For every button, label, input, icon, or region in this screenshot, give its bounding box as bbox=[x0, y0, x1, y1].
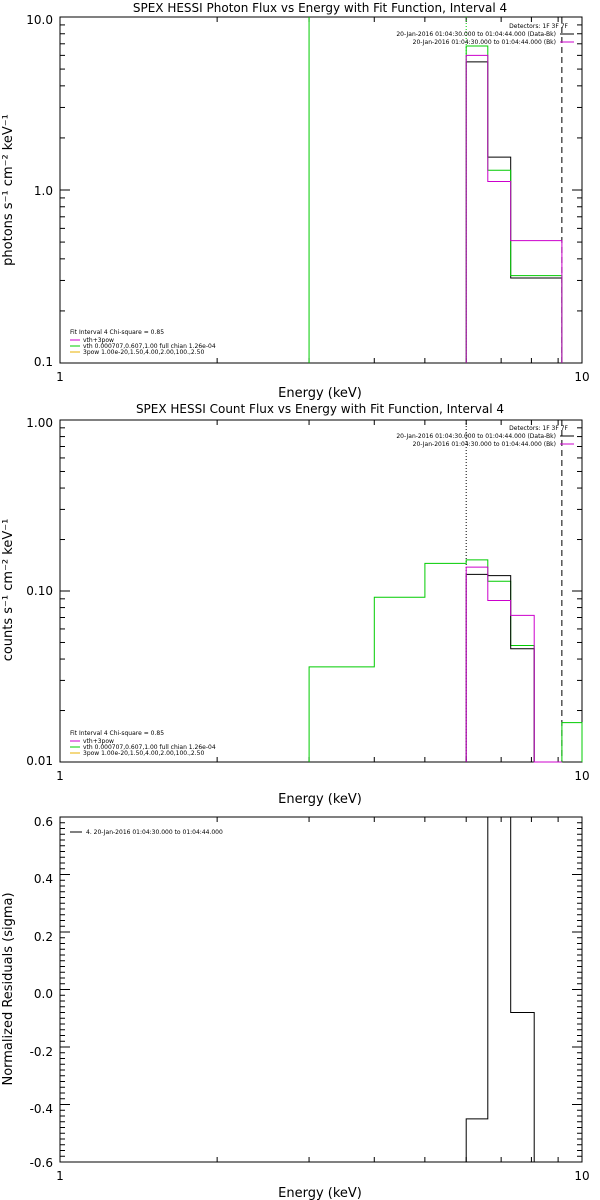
residuals-ytick-0-6: 0.6 bbox=[34, 815, 53, 829]
count-flux-histograms bbox=[308, 559, 583, 763]
residuals-y-axis-label: Normalized Residuals (sigma) bbox=[1, 892, 16, 1085]
count-legend-vth: vth 0.000707,0.607,1.00 full chian 1.26e… bbox=[83, 744, 216, 751]
residuals-xtick-10: 10 bbox=[574, 1169, 589, 1183]
count-panel-title: SPEX HESSI Count Flux vs Energy with Fit… bbox=[136, 402, 504, 416]
count-legend-3pow: 3pow 1.00e-20,1.50,4.00,2.00,100.,2.50 bbox=[83, 750, 204, 757]
count-y-axis-label: counts s⁻¹ cm⁻² keV⁻¹ bbox=[1, 519, 16, 662]
count-legend-total: vth+3pow bbox=[83, 738, 114, 745]
residuals-ytick-0-2: 0.2 bbox=[34, 930, 53, 944]
photon-series-2-histogram bbox=[465, 54, 563, 363]
photon-xtick-1: 1 bbox=[56, 370, 64, 384]
residuals-ytick-neg-0-2: -0.2 bbox=[30, 1045, 53, 1059]
photon-fit-interval-text: Fit Interval 4 Chi-square = 0.85 bbox=[70, 329, 164, 336]
residuals-series-0-histogram bbox=[465, 816, 562, 1163]
residuals-ytick-neg-0-4: -0.4 bbox=[30, 1102, 53, 1116]
photon-ytick-10: 10.0 bbox=[26, 13, 53, 27]
count-fit-interval-text: Fit Interval 4 Chi-square = 0.85 bbox=[70, 730, 164, 737]
photon-detectors-text: Detectors: 1F 3F 7F bbox=[509, 23, 568, 30]
photon-flux-histograms bbox=[465, 45, 563, 363]
photon-legend-3pow: 3pow 1.00e-20,1.50,4.00,2.00,100.,2.50 bbox=[83, 349, 204, 356]
residuals-ytick-0-0: 0.0 bbox=[34, 987, 53, 1001]
residuals-ytick-neg-0-6: -0.6 bbox=[30, 1156, 53, 1170]
count-xtick-1: 1 bbox=[56, 769, 64, 783]
count-tick-marks bbox=[59, 419, 583, 763]
residuals-xtick-1: 1 bbox=[56, 1169, 64, 1183]
photon-series-0-histogram bbox=[465, 61, 563, 363]
photon-ytick-1: 1.0 bbox=[34, 184, 53, 198]
photon-xtick-10: 10 bbox=[574, 370, 589, 384]
photon-series-1-histogram bbox=[465, 45, 563, 363]
photon-legend-vth: vth 0.000707,0.607,1.00 full chian 1.26e… bbox=[83, 343, 216, 350]
photon-x-axis-label: Energy (keV) bbox=[278, 386, 362, 401]
photon-legend-total: vth+3pow bbox=[83, 337, 114, 344]
photon-panel-title: SPEX HESSI Photon Flux vs Energy with Fi… bbox=[133, 1, 507, 15]
photon-ytick-0-1: 0.1 bbox=[34, 355, 53, 369]
residuals-ytick-0-4: 0.4 bbox=[34, 872, 53, 886]
residuals-x-axis-label: Energy (keV) bbox=[278, 1186, 362, 1200]
photon-data-bk-text: 20-Jan-2016 01:04:30.000 to 01:04:44.000… bbox=[396, 31, 556, 38]
residuals-panel: 0.6 0.4 0.2 0.0 -0.2 -0.4 -0.6 1 10 Ener… bbox=[1, 815, 590, 1200]
photon-bk-text: 20-Jan-2016 01:04:30.000 to 01:04:44.000… bbox=[413, 39, 556, 46]
count-ytick-1: 1.00 bbox=[26, 416, 53, 430]
photon-flux-panel: SPEX HESSI Photon Flux vs Energy with Fi… bbox=[1, 1, 590, 401]
count-ytick-0-1: 0.10 bbox=[26, 584, 53, 598]
count-detectors-text: Detectors: 1F 3F 7F bbox=[509, 425, 568, 432]
residuals-tick-marks bbox=[59, 816, 583, 1163]
count-ytick-0-01: 0.01 bbox=[26, 754, 53, 768]
photon-y-axis-label: photons s⁻¹ cm⁻² keV⁻¹ bbox=[1, 114, 16, 266]
count-xtick-10: 10 bbox=[574, 769, 589, 783]
count-series-2-histogram bbox=[465, 566, 562, 763]
count-x-axis-label: Energy (keV) bbox=[278, 792, 362, 807]
count-bk-text: 20-Jan-2016 01:04:30.000 to 01:04:44.000… bbox=[413, 441, 556, 448]
count-flux-panel: SPEX HESSI Count Flux vs Energy with Fit… bbox=[1, 402, 590, 807]
residuals-histogram bbox=[465, 816, 562, 1163]
count-data-bk-text: 20-Jan-2016 01:04:30.000 to 01:04:44.000… bbox=[396, 433, 556, 440]
residuals-legend-text: 4. 20-Jan-2016 01:04:30.000 to 01:04:44.… bbox=[86, 829, 223, 836]
